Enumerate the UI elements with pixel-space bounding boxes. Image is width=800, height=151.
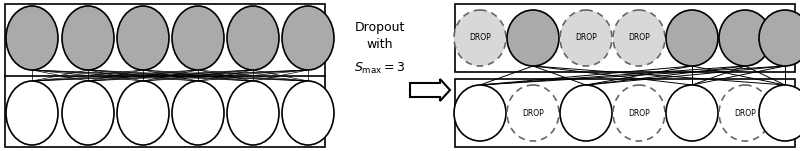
Ellipse shape: [507, 10, 559, 66]
Ellipse shape: [282, 6, 334, 70]
Text: with: with: [366, 39, 394, 51]
Ellipse shape: [613, 10, 665, 66]
Ellipse shape: [454, 10, 506, 66]
Ellipse shape: [117, 81, 169, 145]
Text: DROP: DROP: [522, 109, 544, 117]
Ellipse shape: [666, 10, 718, 66]
Ellipse shape: [719, 10, 771, 66]
Ellipse shape: [282, 81, 334, 145]
Ellipse shape: [560, 85, 612, 141]
Bar: [455, 79, 795, 147]
Text: $S_{\mathrm{max}} = 3$: $S_{\mathrm{max}} = 3$: [354, 60, 406, 76]
Bar: [455, 4, 795, 72]
Text: DROP: DROP: [628, 109, 650, 117]
FancyArrow shape: [410, 79, 450, 101]
Ellipse shape: [172, 81, 224, 145]
Ellipse shape: [62, 6, 114, 70]
Ellipse shape: [759, 10, 800, 66]
Ellipse shape: [6, 6, 58, 70]
Text: Dropout: Dropout: [355, 21, 405, 34]
Ellipse shape: [6, 81, 58, 145]
Ellipse shape: [759, 85, 800, 141]
Ellipse shape: [62, 81, 114, 145]
Text: DROP: DROP: [734, 109, 756, 117]
Text: DROP: DROP: [469, 34, 491, 42]
Ellipse shape: [560, 10, 612, 66]
Ellipse shape: [117, 6, 169, 70]
Ellipse shape: [227, 6, 279, 70]
Ellipse shape: [613, 85, 665, 141]
Ellipse shape: [227, 81, 279, 145]
Text: DROP: DROP: [628, 34, 650, 42]
Ellipse shape: [507, 85, 559, 141]
Ellipse shape: [719, 85, 771, 141]
Ellipse shape: [454, 85, 506, 141]
Ellipse shape: [172, 6, 224, 70]
Bar: [5, 4, 325, 147]
Ellipse shape: [666, 85, 718, 141]
Text: DROP: DROP: [575, 34, 597, 42]
